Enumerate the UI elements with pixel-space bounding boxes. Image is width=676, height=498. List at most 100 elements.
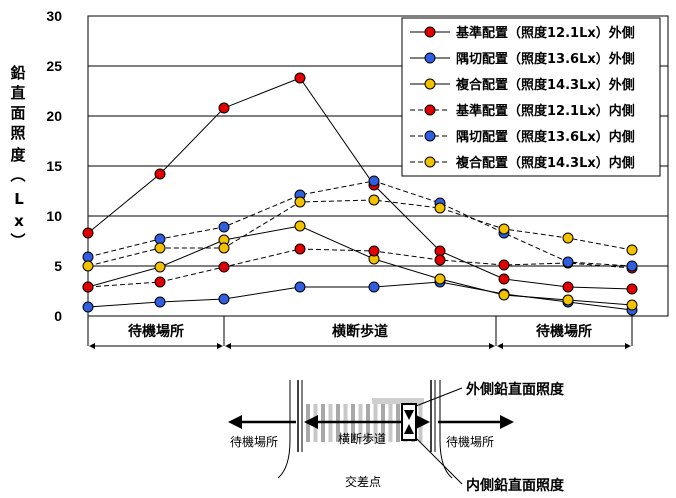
y-axis-label-char: L xyxy=(14,190,24,208)
crossing-label: 横断歩道 xyxy=(338,431,386,446)
region-label: 待機場所 xyxy=(128,323,184,340)
data-point xyxy=(218,242,230,254)
y-axis-label-char: x xyxy=(14,212,24,230)
data-point xyxy=(626,283,638,295)
legend-marker xyxy=(424,104,436,116)
plot-frame xyxy=(87,15,669,317)
marker-triangle-bottom xyxy=(404,424,414,434)
legend-marker xyxy=(424,52,436,64)
data-point xyxy=(562,281,574,293)
y-tick-label: 20 xyxy=(46,108,62,124)
series-line-2 xyxy=(87,281,633,311)
legend-entry: 基準配置（照度12.1Lx）外側 xyxy=(455,25,635,41)
data-point xyxy=(626,299,638,311)
region-label: 横断歩道 xyxy=(332,323,388,340)
data-point xyxy=(498,259,510,271)
data-point xyxy=(82,227,94,239)
measurement-point-marker xyxy=(401,403,417,441)
data-point xyxy=(562,232,574,244)
y-tick-labels: 0 5 10 15 20 25 30 xyxy=(46,8,62,324)
legend-box xyxy=(401,17,661,177)
legend-marker xyxy=(424,156,436,168)
right-wait-arrowhead xyxy=(500,415,514,429)
region-arrowhead-right xyxy=(489,343,495,349)
data-point xyxy=(434,254,446,266)
data-point xyxy=(434,273,446,285)
data-point xyxy=(218,261,230,273)
legend-marker xyxy=(424,26,436,38)
data-point xyxy=(294,281,306,293)
data-point xyxy=(218,293,230,305)
y-tick-label: 30 xyxy=(46,8,62,24)
data-point xyxy=(498,223,510,235)
data-point xyxy=(218,102,230,114)
marker-triangle-top xyxy=(404,410,414,420)
region-label: 待機場所 xyxy=(536,323,592,340)
y-axis-label: 鉛直面照度 ︵ Lx ︶ xyxy=(9,64,26,250)
data-point xyxy=(82,281,94,293)
data-point xyxy=(434,202,446,214)
data-point xyxy=(154,296,166,308)
grid-lines xyxy=(87,15,669,317)
crosswalk-shade xyxy=(372,398,424,404)
y-axis-label-char: 直 xyxy=(10,84,25,102)
data-point xyxy=(294,72,306,84)
data-point xyxy=(498,273,510,285)
y-axis-label-char: 照 xyxy=(10,124,25,142)
data-point xyxy=(294,196,306,208)
crossing-arrowhead-right xyxy=(416,415,430,429)
data-point xyxy=(154,168,166,180)
region-arrowhead-left xyxy=(89,343,95,349)
region-arrowhead-right xyxy=(217,343,223,349)
left-curb-curve xyxy=(277,380,291,479)
data-point xyxy=(368,245,380,257)
y-tick-label: 0 xyxy=(54,308,62,324)
outer-leader-line xyxy=(415,387,463,407)
region-arrowhead-left xyxy=(225,343,231,349)
data-point xyxy=(368,175,380,187)
left-wait-label: 待機場所 xyxy=(230,434,278,449)
right-wait-label: 待機場所 xyxy=(446,434,494,449)
inner-leader-line xyxy=(415,437,463,485)
data-point xyxy=(626,244,638,256)
legend-entry: 隅切配置（照度13.6Lx）外側 xyxy=(456,51,635,67)
legend-marker xyxy=(424,78,436,90)
legend-entry: 複合配置（照度14.3Lx）内側 xyxy=(455,155,635,171)
data-point xyxy=(368,281,380,293)
y-tick-label: 25 xyxy=(46,58,62,74)
series-line-4 xyxy=(87,248,633,288)
region-arrowhead-right xyxy=(625,343,631,349)
y-axis-label-char: 度 xyxy=(10,146,26,164)
legend-marker xyxy=(424,130,436,142)
series-line-6 xyxy=(87,199,633,267)
crossing-diagram: 外側鉛直面照度 内側鉛直面照度 横断歩道 待機場所 待機場所 交差点 xyxy=(228,380,565,494)
data-point xyxy=(154,242,166,254)
y-tick-label: 10 xyxy=(46,208,62,224)
data-point xyxy=(82,260,94,272)
legend-entry: 隅切配置（照度13.6Lx）内側 xyxy=(456,129,635,145)
inner-illuminance-label: 内側鉛直面照度 xyxy=(466,477,565,494)
region-band: 待機場所 横断歩道 待機場所 xyxy=(87,316,633,349)
y-tick-label: 5 xyxy=(54,258,62,274)
right-curb-curve xyxy=(439,380,453,479)
y-axis-label-char: ︶ xyxy=(9,232,25,250)
series-layer xyxy=(82,72,638,316)
data-point xyxy=(368,194,380,206)
y-axis-label-char: ︵ xyxy=(9,166,25,184)
data-point xyxy=(626,260,638,272)
data-point xyxy=(82,301,94,313)
legend-entry: 複合配置（照度14.3Lx）外側 xyxy=(455,77,635,93)
data-point xyxy=(562,256,574,268)
data-point xyxy=(218,221,230,233)
data-point xyxy=(154,261,166,273)
y-tick-label: 15 xyxy=(46,158,62,174)
y-axis-label-char: 面 xyxy=(10,104,25,122)
intersection-label: 交差点 xyxy=(345,474,381,489)
region-arrowhead-left xyxy=(497,343,503,349)
data-point xyxy=(154,276,166,288)
y-axis-label-char: 鉛 xyxy=(10,64,25,82)
legend: 基準配置（照度12.1Lx）外側隅切配置（照度13.6Lx）外側複合配置（照度1… xyxy=(401,17,661,177)
data-point xyxy=(294,220,306,232)
data-point xyxy=(498,289,510,301)
